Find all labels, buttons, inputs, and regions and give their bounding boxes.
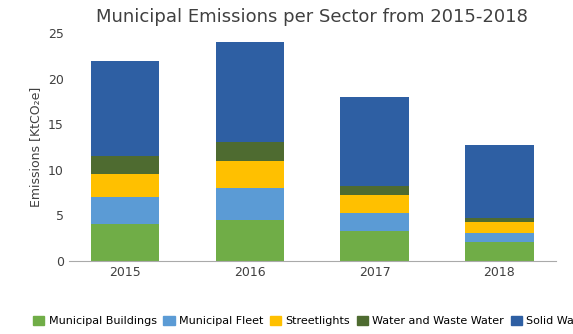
Bar	[91, 224, 159, 261]
Bar	[465, 222, 533, 233]
Bar	[215, 142, 284, 161]
Bar	[215, 188, 284, 220]
Y-axis label: Emissions [KtCO₂e]: Emissions [KtCO₂e]	[29, 87, 42, 207]
Bar	[91, 197, 159, 224]
Legend: Municipal Buildings, Municipal Fleet, Streetlights, Water and Waste Water, Solid: Municipal Buildings, Municipal Fleet, St…	[33, 316, 573, 326]
Bar	[340, 231, 409, 261]
Bar	[215, 161, 284, 188]
Bar	[215, 42, 284, 142]
Bar	[91, 61, 159, 156]
Bar	[91, 156, 159, 174]
Bar	[465, 218, 533, 222]
Bar	[340, 213, 409, 231]
Bar	[465, 233, 533, 242]
Bar	[340, 195, 409, 213]
Bar	[340, 97, 409, 186]
Title: Municipal Emissions per Sector from 2015-2018: Municipal Emissions per Sector from 2015…	[96, 8, 528, 26]
Bar	[91, 174, 159, 197]
Bar	[465, 145, 533, 218]
Bar	[340, 186, 409, 195]
Bar	[215, 220, 284, 261]
Bar	[465, 242, 533, 261]
